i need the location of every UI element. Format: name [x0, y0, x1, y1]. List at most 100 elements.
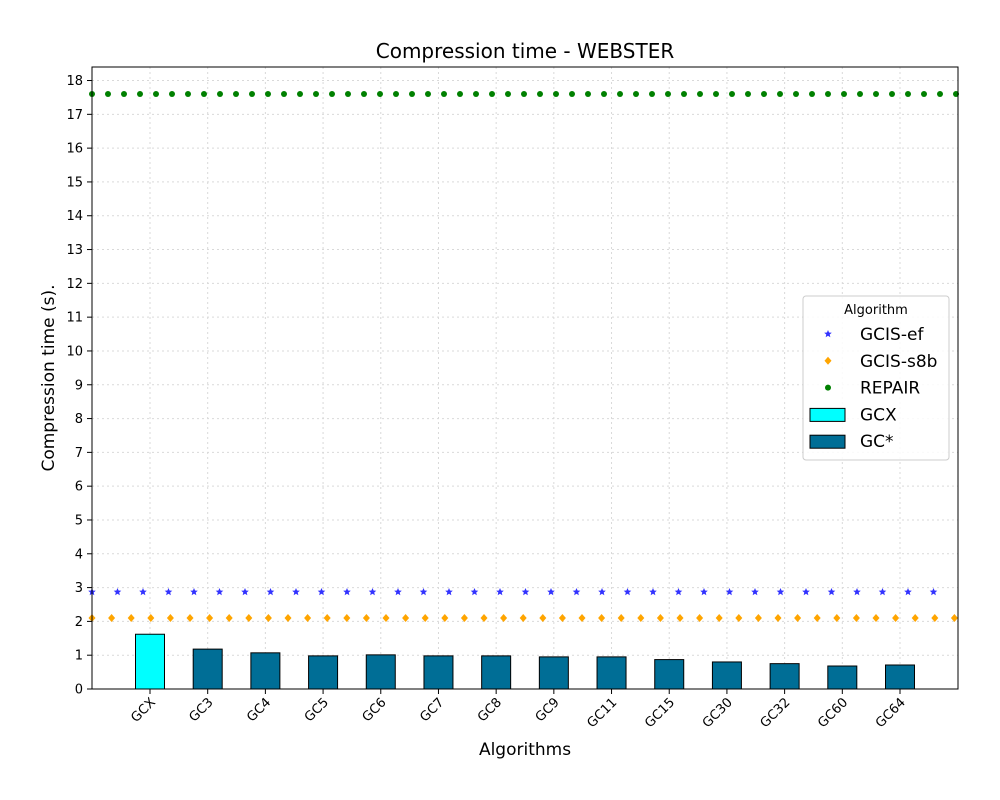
gcis-ef-marker — [853, 587, 861, 596]
gcis-ef-marker — [623, 587, 632, 596]
gcis-s8b-marker — [186, 614, 194, 623]
y-tick-label: 1 — [75, 649, 83, 664]
repair-marker — [281, 91, 287, 98]
gcis-s8b-marker — [519, 614, 527, 623]
gcis-s8b-marker — [343, 614, 351, 623]
legend-gcis-s8b-marker — [824, 356, 832, 365]
gcis-ef-marker — [139, 587, 147, 596]
bar-gcx-gcx — [135, 633, 165, 690]
gcis-ef-marker — [343, 587, 351, 596]
gcis-ef-marker — [113, 587, 122, 596]
repair-marker — [105, 91, 111, 98]
bar-gc--gc60 — [827, 665, 858, 690]
gcis-s8b-marker — [813, 614, 821, 623]
gcis-s8b-marker — [656, 614, 664, 623]
gcis-s8b-marker — [304, 614, 312, 623]
gcis-ef-marker — [266, 587, 275, 596]
gcis-ef-marker — [572, 587, 581, 596]
legend-gcis-ef-label: GCIS-ef — [860, 325, 924, 345]
bar-gc--gc15 — [654, 659, 685, 690]
gcis-s8b-marker — [539, 614, 547, 623]
bar-gc--gc3 — [192, 648, 223, 690]
gcis-s8b-marker — [245, 614, 253, 623]
gcis-ef-marker — [649, 587, 657, 596]
gcis-ef-marker — [521, 587, 530, 596]
gcis-ef-marker — [751, 587, 759, 596]
gcis-s8b-marker — [480, 614, 488, 623]
repair-marker — [201, 91, 207, 98]
repair-marker — [441, 91, 447, 98]
gcis-s8b-marker — [206, 614, 214, 623]
bar-gc--gc64 — [885, 664, 915, 690]
legend-gc--label: GC* — [860, 432, 894, 452]
repair-marker — [905, 91, 911, 98]
legend-repair-label: REPAIR — [860, 379, 920, 399]
repair-marker — [617, 91, 623, 98]
y-tick-label: 14 — [66, 209, 83, 224]
repair-marker — [553, 91, 559, 98]
repair-marker — [825, 91, 831, 98]
legend-gcis-s8b-label: GCIS-s8b — [860, 352, 937, 372]
gcis-s8b-marker — [264, 614, 272, 623]
gcis-s8b-marker — [715, 614, 723, 623]
gcis-ef-marker — [164, 587, 173, 596]
repair-marker — [873, 91, 879, 98]
y-tick-label: 4 — [75, 547, 83, 562]
y-tick-label: 10 — [66, 344, 83, 359]
gcis-ef-marker — [674, 587, 683, 596]
repair-marker — [921, 91, 927, 98]
y-tick-label: 3 — [75, 581, 83, 596]
repair-marker — [681, 91, 687, 98]
repair-marker — [569, 91, 575, 98]
gcis-s8b-marker — [696, 614, 704, 623]
y-tick-label: 0 — [75, 683, 83, 698]
gcis-ef-marker — [241, 587, 249, 596]
repair-marker — [425, 91, 431, 98]
legend-gcis-ef-marker — [824, 330, 832, 338]
legend-gcx-swatch — [809, 407, 846, 422]
gcis-ef-marker — [317, 587, 326, 596]
repair-marker — [585, 91, 591, 98]
y-tick-label: 12 — [66, 277, 83, 292]
repair-marker — [793, 91, 799, 98]
gcis-ef-marker — [878, 587, 887, 596]
gcis-ef-marker — [929, 587, 938, 596]
repair-marker — [153, 91, 159, 98]
gcis-s8b-marker — [362, 614, 370, 623]
y-tick-label: 13 — [66, 243, 83, 258]
repair-marker — [505, 91, 511, 98]
repair-marker — [377, 91, 383, 98]
gcis-s8b-marker — [284, 614, 292, 623]
repair-marker — [761, 91, 767, 98]
gcis-s8b-marker — [676, 614, 684, 623]
gcis-s8b-marker — [500, 614, 508, 623]
gcis-s8b-marker — [441, 614, 449, 623]
repair-marker — [777, 91, 783, 98]
repair-marker — [233, 91, 239, 98]
gcis-ef-marker — [827, 587, 836, 596]
legend-gcx-label: GCX — [860, 405, 897, 425]
gcis-ef-marker — [190, 587, 198, 596]
gcis-s8b-marker — [598, 614, 606, 623]
gcis-s8b-marker — [892, 614, 900, 623]
repair-marker — [457, 91, 463, 98]
legend-repair-marker — [825, 384, 831, 391]
legend-gc--swatch — [809, 434, 846, 449]
bar-gc--gc5 — [308, 655, 339, 690]
repair-marker — [121, 91, 127, 98]
gcis-ef-marker — [419, 587, 428, 596]
repair-marker — [361, 91, 367, 98]
repair-marker — [217, 91, 223, 98]
repair-marker — [393, 91, 399, 98]
repair-marker — [249, 91, 255, 98]
gcis-s8b-marker — [637, 614, 645, 623]
repair-marker — [633, 91, 639, 98]
bar-gc--gc8 — [481, 655, 512, 690]
repair-marker — [889, 91, 895, 98]
repair-marker — [473, 91, 479, 98]
gcis-s8b-marker — [735, 614, 743, 623]
gcis-s8b-marker — [147, 614, 155, 623]
y-tick-label: 9 — [75, 378, 83, 393]
